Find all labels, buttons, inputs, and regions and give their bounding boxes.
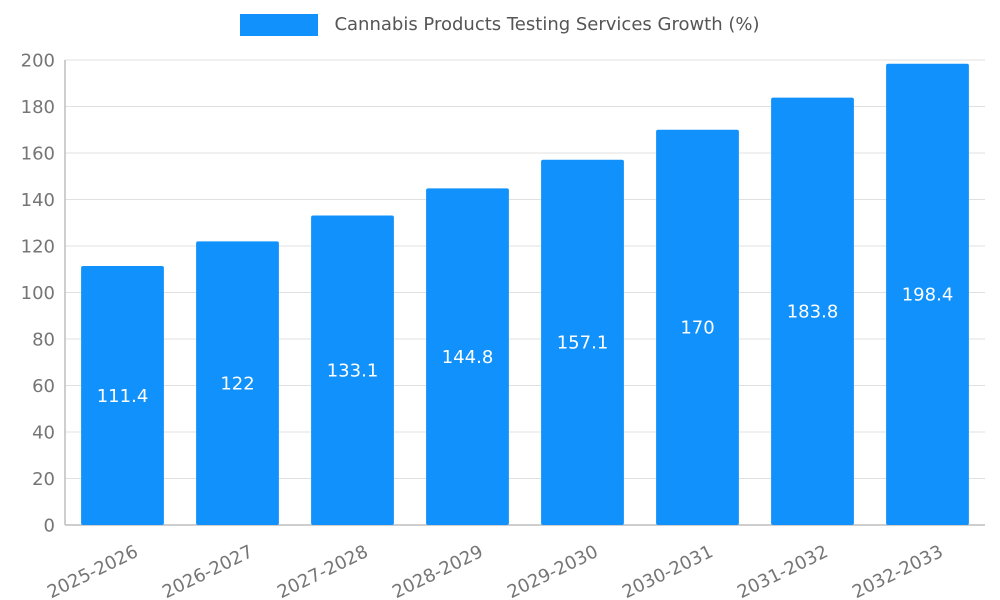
y-tick-label: 100 — [21, 283, 55, 304]
y-tick-label: 140 — [21, 190, 55, 211]
bar-value-label: 133.1 — [327, 361, 379, 382]
y-tick-label: 20 — [32, 469, 55, 490]
bar-value-label: 157.1 — [557, 333, 609, 354]
legend-swatch — [240, 14, 319, 36]
y-tick-label: 40 — [32, 422, 55, 443]
y-tick-label: 80 — [32, 329, 55, 350]
y-tick-label: 180 — [21, 97, 55, 118]
chart-title: Cannabis Products Testing Services Growt… — [334, 14, 760, 36]
x-tick-label: 2031-2032 — [734, 541, 831, 600]
bar-value-label: 198.4 — [902, 285, 954, 306]
legend: Cannabis Products Testing Services Growt… — [0, 14, 1000, 36]
bar-value-label: 111.4 — [97, 386, 149, 407]
bar — [541, 159, 624, 525]
bar — [656, 129, 739, 525]
y-tick-label: 60 — [32, 376, 55, 397]
x-tick-label: 2029-2030 — [504, 541, 601, 600]
bar-value-label: 183.8 — [787, 302, 839, 323]
bar — [886, 63, 969, 525]
x-tick-label: 2026-2027 — [159, 541, 256, 600]
x-tick-label: 2030-2031 — [619, 541, 716, 600]
bar-value-label: 144.8 — [442, 347, 494, 368]
bar — [311, 215, 394, 526]
bar — [426, 188, 509, 525]
bar-value-label: 170 — [680, 318, 714, 339]
bar — [771, 97, 854, 525]
x-tick-label: 2032-2033 — [849, 541, 946, 600]
bar — [81, 265, 164, 525]
x-tick-label: 2028-2029 — [389, 541, 486, 600]
x-tick-label: 2027-2028 — [274, 541, 371, 600]
bar-value-label: 122 — [220, 373, 254, 394]
bar — [196, 241, 279, 525]
y-tick-label: 0 — [44, 515, 55, 536]
x-tick-label: 2025-2026 — [44, 541, 141, 600]
y-tick-label: 120 — [21, 236, 55, 257]
y-tick-label: 160 — [21, 143, 55, 164]
y-tick-label: 200 — [21, 50, 55, 71]
